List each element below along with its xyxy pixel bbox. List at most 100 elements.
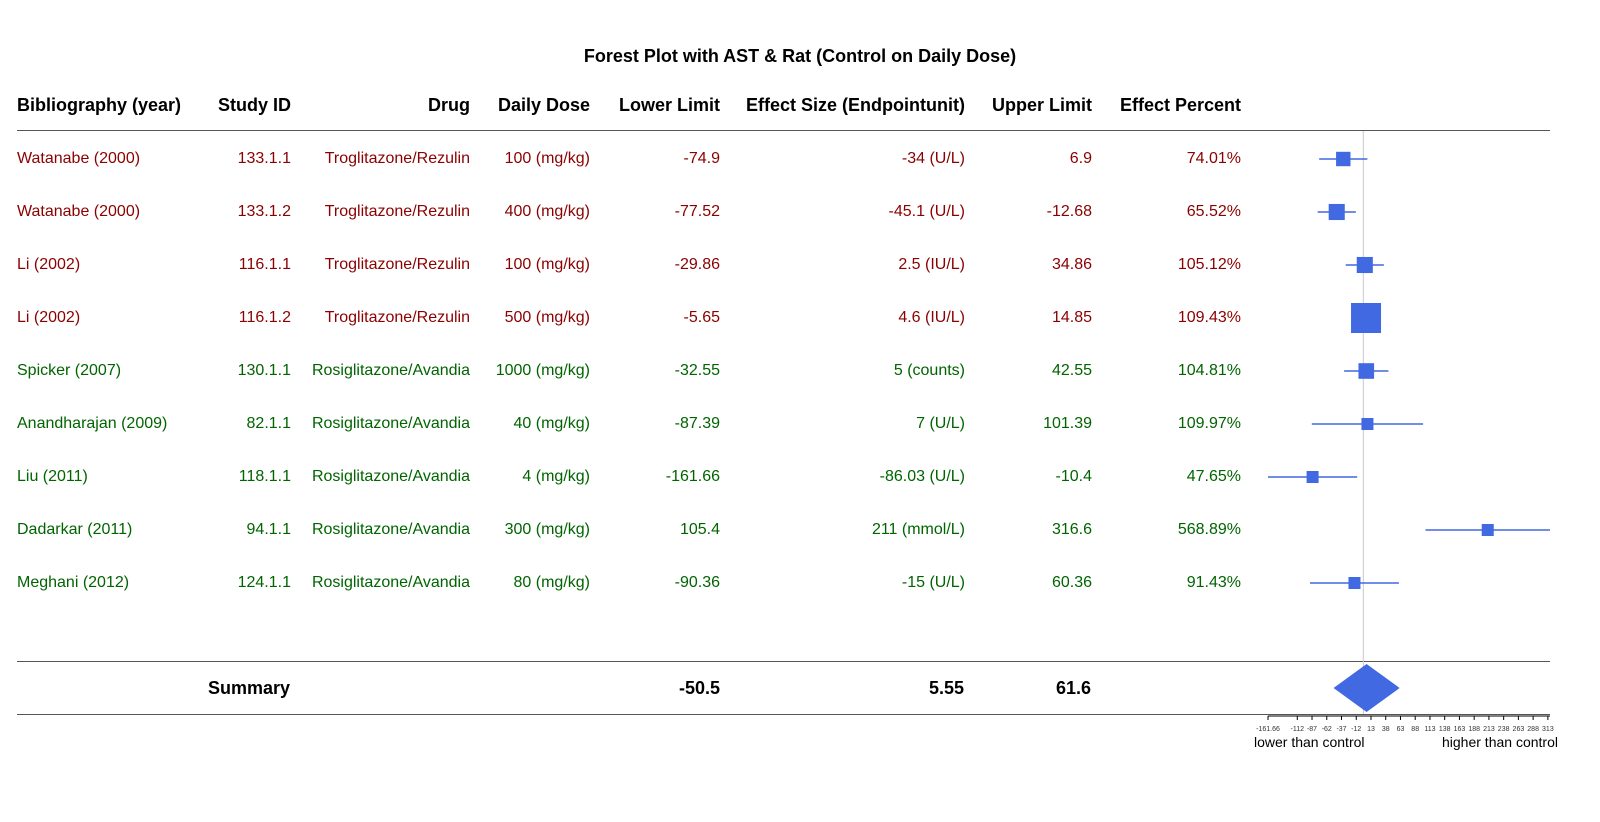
cell-bibliography: Watanabe (2000) <box>17 203 141 220</box>
cell-bibliography: Li (2002) <box>17 256 81 273</box>
effect-marker <box>1336 151 1351 167</box>
cell-lower-limit: -74.9 <box>683 150 720 167</box>
summary-diamond <box>1333 664 1400 712</box>
cell-drug: Troglitazone/Rezulin <box>324 150 470 167</box>
cell-drug: Troglitazone/Rezulin <box>324 203 470 220</box>
cell-drug: Rosiglitazone/Avandia <box>311 521 470 538</box>
x-tick-label: -62 <box>1322 726 1332 733</box>
cell-upper-limit: 6.9 <box>1069 150 1092 167</box>
effect-marker <box>1306 471 1319 483</box>
cell-study-id: 116.1.1 <box>238 256 291 273</box>
effect-marker <box>1351 303 1382 333</box>
x-tick-label: 313 <box>1542 726 1554 733</box>
x-tick-label: 88 <box>1411 726 1419 733</box>
cell-effect-size: 211 (mmol/L) <box>871 521 965 538</box>
cell-effect-size: -86.03 (U/L) <box>879 468 965 485</box>
cell-study-id: 94.1.1 <box>246 521 291 538</box>
chart-title: Forest Plot with AST & Rat (Control on D… <box>583 46 1017 66</box>
cell-lower-limit: -32.55 <box>674 362 720 379</box>
cell-lower-limit: -29.86 <box>674 256 720 273</box>
cell-bibliography: Dadarkar (2011) <box>17 521 133 538</box>
cell-effect-percent: 109.97% <box>1177 415 1241 432</box>
cell-effect-percent: 104.81% <box>1177 362 1241 379</box>
cell-bibliography: Liu (2011) <box>17 468 88 485</box>
cell-upper-limit: -12.68 <box>1046 203 1092 220</box>
x-tick-label: -112 <box>1291 726 1305 733</box>
cell-daily-dose: 1000 (mg/kg) <box>495 362 590 379</box>
effect-marker <box>1328 203 1345 221</box>
cell-effect-size: 7 (U/L) <box>916 415 965 432</box>
cell-effect-percent: 109.43% <box>1177 309 1241 326</box>
cell-upper-limit: 316.6 <box>1051 521 1092 538</box>
cell-effect-size: 4.6 (IU/L) <box>898 309 965 326</box>
x-tick-label: 38 <box>1382 726 1390 733</box>
x-tick-label: 138 <box>1439 726 1451 733</box>
cell-effect-size: 2.5 (IU/L) <box>898 256 965 273</box>
cell-study-id: 116.1.2 <box>238 309 291 326</box>
cell-drug: Troglitazone/Rezulin <box>324 256 470 273</box>
cell-effect-size: -34 (U/L) <box>901 150 965 167</box>
effect-marker <box>1358 363 1375 379</box>
cell-study-id: 130.1.1 <box>237 362 291 379</box>
x-tick-label: 238 <box>1498 726 1510 733</box>
cell-effect-percent: 65.52% <box>1186 203 1241 220</box>
cell-daily-dose: 300 (mg/kg) <box>504 521 590 538</box>
cell-effect-percent: 568.89% <box>1177 521 1241 538</box>
cell-drug: Rosiglitazone/Avandia <box>311 574 470 591</box>
summary-top-rule <box>17 661 1550 662</box>
effect-marker <box>1356 256 1373 274</box>
cell-effect-percent: 105.12% <box>1177 256 1241 273</box>
cell-bibliography: Li (2002) <box>17 309 81 326</box>
x-tick-label: 113 <box>1424 726 1435 733</box>
x-tick-label: 63 <box>1397 726 1405 733</box>
x-tick-label: -161.66 <box>1256 726 1280 733</box>
cell-lower-limit: 105.4 <box>679 521 720 538</box>
cell-upper-limit: 42.55 <box>1051 362 1092 379</box>
header-effect-percent: Effect Percent <box>1119 95 1241 115</box>
x-tick-label: -12 <box>1351 726 1361 733</box>
summary-label: Summary <box>207 678 290 698</box>
cell-daily-dose: 500 (mg/kg) <box>504 309 590 326</box>
cell-daily-dose: 80 (mg/kg) <box>513 574 590 591</box>
cell-lower-limit: -161.66 <box>665 468 720 485</box>
cell-upper-limit: 101.39 <box>1043 415 1092 432</box>
cell-study-id: 133.1.2 <box>237 203 291 220</box>
x-tick-label: -87 <box>1307 726 1317 733</box>
header-study-id: Study ID <box>217 95 291 115</box>
cell-lower-limit: -5.65 <box>683 309 720 326</box>
cell-daily-dose: 100 (mg/kg) <box>504 150 590 167</box>
cell-drug: Rosiglitazone/Avandia <box>311 468 470 485</box>
cell-upper-limit: 60.36 <box>1051 574 1092 591</box>
cell-daily-dose: 40 (mg/kg) <box>513 415 590 432</box>
header-bibliography: Bibliography (year) <box>17 95 182 115</box>
header-effect-size: Effect Size (Endpointunit) <box>746 95 965 115</box>
summary-effect: 5.55 <box>928 678 964 698</box>
effect-marker <box>1348 577 1361 589</box>
cell-effect-percent: 74.01% <box>1186 150 1241 167</box>
x-tick-label: 263 <box>1513 726 1525 733</box>
header-drug: Drug <box>428 95 470 115</box>
x-tick-label: -37 <box>1336 726 1346 733</box>
cell-upper-limit: -10.4 <box>1055 468 1092 485</box>
cell-study-id: 124.1.1 <box>237 574 291 591</box>
cell-effect-size: -15 (U/L) <box>901 574 965 591</box>
x-tick-label: 188 <box>1468 726 1480 733</box>
cell-daily-dose: 100 (mg/kg) <box>504 256 590 273</box>
summary-bottom-rule <box>17 714 1550 715</box>
effect-marker <box>1481 524 1494 536</box>
cell-lower-limit: -87.39 <box>674 415 720 432</box>
header-upper-limit: Upper Limit <box>991 95 1092 115</box>
cell-bibliography: Meghani (2012) <box>17 574 130 591</box>
cell-study-id: 82.1.1 <box>246 415 291 432</box>
axis-left-label: lower than control <box>1254 734 1365 750</box>
cell-upper-limit: 14.85 <box>1051 309 1092 326</box>
cell-lower-limit: -77.52 <box>674 203 720 220</box>
cell-effect-size: -45.1 (U/L) <box>888 203 965 220</box>
header-lower-limit: Lower Limit <box>618 95 720 115</box>
cell-effect-size: 5 (counts) <box>893 362 965 379</box>
cell-bibliography: Watanabe (2000) <box>17 150 141 167</box>
x-tick-label: 163 <box>1454 726 1466 733</box>
summary-upper: 61.6 <box>1055 678 1091 698</box>
header-daily-dose: Daily Dose <box>497 95 590 115</box>
